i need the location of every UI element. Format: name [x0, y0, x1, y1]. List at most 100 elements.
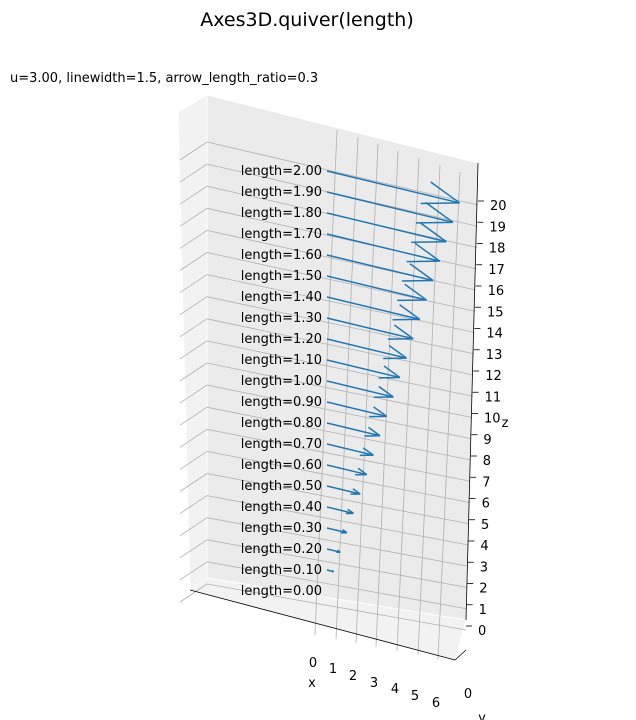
chart-subtitle: u=3.00, linewidth=1.5, arrow_length_rati…	[10, 71, 318, 86]
z-grid-line-left	[179, 406, 208, 426]
z-tick-label: 14	[486, 327, 503, 342]
z-tick-label: 17	[488, 263, 505, 278]
z-grid-line	[206, 362, 473, 418]
x-tick-label: 4	[391, 682, 399, 697]
z-axis-label: z	[502, 416, 509, 431]
z-tick-label: 19	[489, 220, 506, 235]
z-grid-line-left	[179, 141, 208, 161]
z-tick-label: 3	[480, 560, 488, 575]
arrow-head-lower	[399, 304, 421, 320]
z-tick-label: 4	[480, 539, 488, 554]
arrow-head-upper	[401, 279, 434, 282]
arrow-label: length=0.10	[241, 563, 322, 578]
arrow-shaft	[326, 527, 348, 534]
x-tick-label: 3	[370, 676, 378, 691]
y-tick-label: 0	[464, 687, 472, 702]
left-pane	[177, 94, 208, 591]
z-grid-line	[206, 296, 474, 355]
z-grid-line-left	[179, 230, 208, 249]
arrow-head-lower	[409, 263, 434, 282]
z-grid-line	[206, 561, 467, 610]
arrow-label: length=1.10	[241, 353, 322, 368]
x-grid-line	[335, 136, 359, 640]
z-grid-line	[206, 274, 475, 333]
arrow-head-lower	[388, 344, 408, 359]
z-grid-line	[206, 473, 470, 525]
arrow-label: length=0.90	[241, 395, 322, 410]
z-grid-line-left	[179, 451, 208, 470]
arrow-head-lower	[373, 406, 388, 417]
arrow-head-lower	[342, 529, 348, 534]
arrow-head-lower	[425, 201, 454, 223]
arrow-label: length=0.60	[241, 458, 322, 473]
arrow-shaft	[326, 422, 381, 437]
arrow-head-lower	[414, 242, 441, 262]
z-tick-label: 18	[489, 242, 506, 257]
arrow-head-upper	[406, 260, 440, 263]
z-grid-line-left	[179, 340, 208, 360]
z-grid-line-left	[179, 362, 208, 382]
z-grid-line	[206, 141, 479, 206]
x-grid-line	[396, 157, 420, 652]
z-grid-line	[206, 451, 470, 503]
arrow-head-lower	[362, 447, 374, 456]
arrow-shaft	[326, 191, 454, 224]
arrow-shaft	[326, 443, 374, 456]
arrow-head-lower	[368, 426, 381, 437]
z-grid-line	[206, 252, 476, 312]
z-tick-label: 13	[486, 348, 503, 363]
arrow-label: length=2.00	[241, 164, 322, 179]
z-grid-line	[206, 517, 468, 567]
z-tick-label: 2	[479, 582, 487, 597]
arrow-shaft	[326, 275, 427, 301]
z-tick-label: 10	[484, 412, 501, 427]
arrow-head-lower	[352, 488, 361, 495]
axes-panes	[177, 94, 479, 661]
arrow-label: length=1.30	[241, 311, 322, 326]
arrow-head-upper	[411, 240, 447, 244]
z-grid-line-left	[179, 539, 208, 559]
arrow-label: length=1.80	[241, 206, 322, 221]
z-grid-line-left	[179, 318, 208, 338]
arrow-labels: length=0.00 length=0.10 length=0.20 length=…	[241, 164, 322, 599]
arrow-shaft	[326, 464, 367, 476]
z-tick-label: 5	[481, 518, 489, 533]
z-tick-label: 1	[479, 603, 487, 618]
arrow-shaft	[326, 233, 440, 262]
arrow-head-lower	[378, 385, 394, 398]
y-axis-line	[454, 649, 467, 661]
arrow-shaft	[326, 338, 407, 359]
z-grid-line	[206, 583, 467, 631]
z-grid-line	[206, 539, 468, 588]
x-grid-line	[355, 143, 379, 644]
x-axis-label: x	[308, 676, 316, 691]
z-grid-line-left	[179, 207, 208, 227]
arrow-head-lower	[419, 222, 447, 243]
z-grid-line	[206, 340, 473, 397]
arrow-shaft	[326, 170, 460, 204]
z-grid-line-left	[179, 296, 208, 316]
z-grid-line-left	[179, 252, 208, 271]
z-tick-label: 9	[483, 433, 491, 448]
z-grid-line-left	[179, 428, 208, 448]
arrow-head-upper	[420, 202, 460, 205]
z-tick-label: 0	[478, 624, 486, 639]
arrow-head-lower	[404, 283, 427, 301]
z-tick-label: 20	[490, 199, 507, 214]
z-axis-line	[465, 162, 479, 621]
arrow-label: length=0.50	[241, 479, 322, 494]
arrow-label: length=0.40	[241, 500, 322, 515]
z-tick-label: 15	[487, 305, 504, 320]
chart-title: Axes3D.quiver(length)	[200, 9, 414, 31]
z-tick-label: 12	[485, 369, 502, 384]
z-tick-label: 8	[483, 454, 491, 469]
arrow-label: length=1.50	[241, 269, 322, 284]
z-tick-label: 16	[488, 284, 505, 299]
arrow-shaft	[326, 485, 361, 495]
z-grid-line	[206, 318, 474, 376]
y-axis-label: y	[478, 711, 486, 720]
z-grid-line-left	[179, 163, 208, 183]
z-grid-line-left	[179, 473, 208, 492]
